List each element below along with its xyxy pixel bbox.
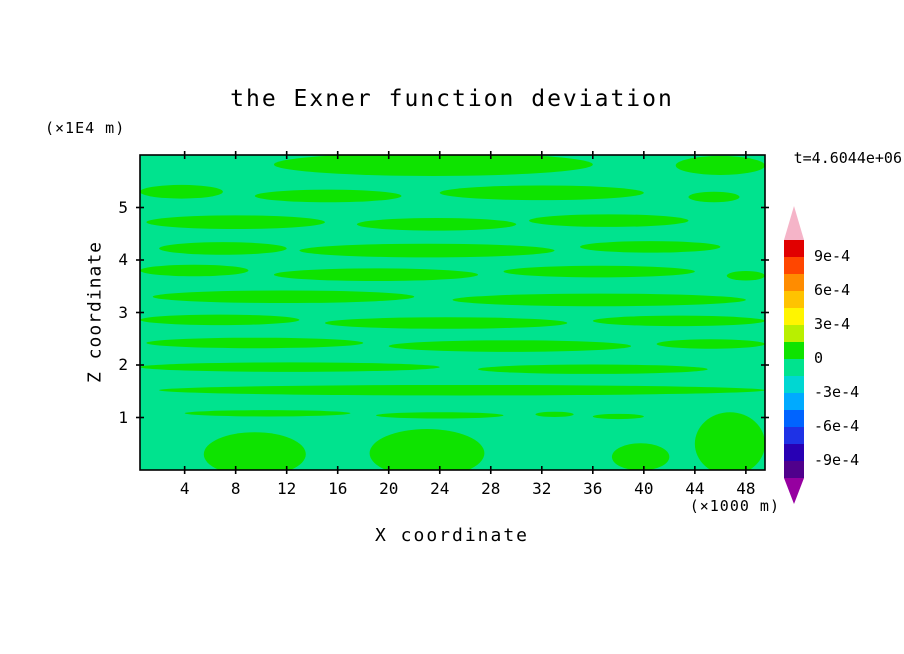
contour-streak xyxy=(688,191,740,203)
contour-streak xyxy=(388,340,632,352)
colorbar-segment xyxy=(784,376,804,393)
contour-streak xyxy=(184,410,351,417)
contour-streak xyxy=(675,156,765,175)
colorbar-segment xyxy=(784,393,804,410)
colorbar-segment xyxy=(784,410,804,427)
x-tick-label: 20 xyxy=(379,479,399,498)
colorbar-over-arrow xyxy=(784,206,804,240)
x-tick-label: 12 xyxy=(277,479,297,498)
contour-streak xyxy=(140,264,249,277)
contour-streak xyxy=(592,413,644,420)
contour-streak xyxy=(140,184,223,199)
colorbar-segment xyxy=(784,325,804,342)
y-tick-label: 5 xyxy=(118,197,128,217)
colorbar-tick-label: 6e-4 xyxy=(814,281,851,299)
contour-streak xyxy=(324,317,568,329)
contour-streak xyxy=(529,214,689,227)
contour-streak xyxy=(694,412,765,470)
contour-streak xyxy=(140,362,440,372)
contour-streak xyxy=(580,241,721,253)
colorbar-tick-label: -9e-4 xyxy=(814,451,860,469)
contour-streak xyxy=(146,337,364,349)
x-tick-label: 32 xyxy=(532,479,552,498)
x-tick-label: 40 xyxy=(634,479,654,498)
contour-streak xyxy=(726,271,765,281)
colorbar-segment xyxy=(784,461,804,478)
contour-streak xyxy=(478,364,708,374)
colorbar-tick-label: 3e-4 xyxy=(814,315,851,333)
contour-streak xyxy=(439,185,644,201)
colorbar-segment xyxy=(784,291,804,308)
contour-streak xyxy=(299,243,555,258)
colorbar-segment xyxy=(784,257,804,274)
colorbar-under-arrow xyxy=(784,478,804,504)
time-annotation: t=4.6044e+06 xyxy=(793,149,902,167)
contour-streak xyxy=(159,242,287,255)
contour-streak xyxy=(356,218,517,231)
x-axis-unit-label: (×1000 m) xyxy=(689,497,780,515)
contour-field xyxy=(136,151,769,474)
contour-streak xyxy=(203,432,306,470)
contour-streak xyxy=(592,315,765,327)
contour-streak xyxy=(503,265,695,278)
contour-streak xyxy=(152,290,415,304)
y-tick-label: 2 xyxy=(118,355,128,374)
colorbar-tick-label: -3e-4 xyxy=(814,383,860,401)
colorbar-tick-label: 0 xyxy=(814,349,824,367)
x-tick-label: 28 xyxy=(481,479,501,498)
x-tick-label: 36 xyxy=(583,479,603,498)
contour-streak xyxy=(656,339,765,349)
colorbar-segment xyxy=(784,342,804,359)
contour-streak xyxy=(254,189,402,203)
colorbar-segment xyxy=(784,308,804,325)
x-tick-label: 4 xyxy=(179,479,190,498)
contour-streak xyxy=(452,293,746,307)
x-tick-label: 24 xyxy=(430,479,450,498)
contour-streak xyxy=(273,268,479,281)
colorbar-tick-label: 9e-4 xyxy=(814,247,851,265)
colorbar-segment xyxy=(784,444,804,461)
colorbar-segment xyxy=(784,359,804,376)
colorbar xyxy=(784,206,804,504)
colorbar-tick-label: -6e-4 xyxy=(814,417,860,435)
y-tick-label: 1 xyxy=(118,407,128,427)
contour-streak xyxy=(140,314,300,326)
y-axis-unit-label: (×1E4 m) xyxy=(45,119,126,137)
y-tick-label: 4 xyxy=(118,250,128,269)
contour-field-bands xyxy=(140,155,765,470)
contour-streak xyxy=(159,384,765,396)
contour-streak xyxy=(535,411,574,417)
x-tick-label: 48 xyxy=(736,479,756,498)
contour-streak xyxy=(611,443,670,470)
contour-streak xyxy=(146,215,325,230)
colorbar-segment xyxy=(784,240,804,257)
x-tick-label: 16 xyxy=(328,479,348,498)
x-tick-label: 8 xyxy=(230,479,241,498)
x-tick-label: 44 xyxy=(685,479,705,498)
chart-title: the Exner function deviation xyxy=(230,86,674,112)
y-tick-label: 3 xyxy=(118,302,128,322)
contour-streak xyxy=(273,155,593,176)
x-axis-title: X coordinate xyxy=(374,525,530,546)
colorbar-segment xyxy=(784,427,804,444)
colorbar-segment xyxy=(784,274,804,291)
contour-streak xyxy=(369,429,485,470)
contour-streak xyxy=(375,412,504,419)
